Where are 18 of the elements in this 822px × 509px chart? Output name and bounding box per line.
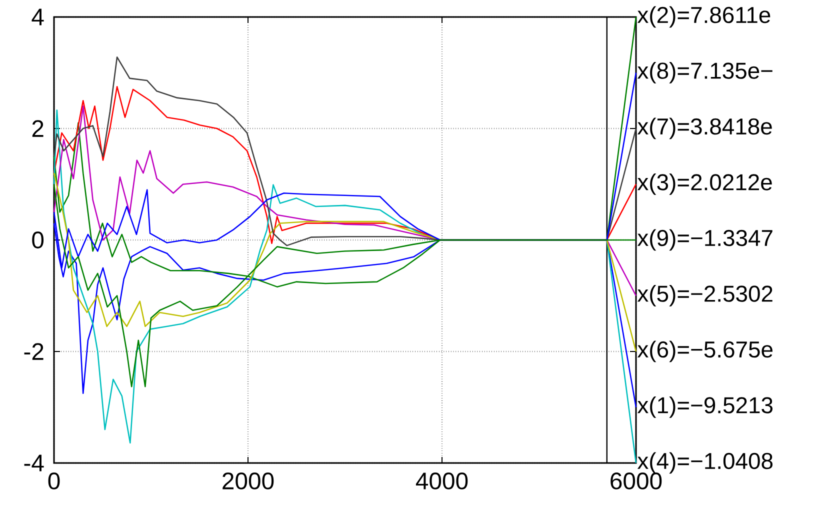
y-tick-label: 4 [32,8,44,26]
y-tick-label: 0 [32,232,44,248]
x-tick-label: 6000 [610,472,662,490]
y-tick-label: -2 [24,343,44,360]
text: x(2)=7.8611e [637,6,770,28]
text: x(4)=−1.0408 [637,452,773,474]
text: x(3)=2.0212e [637,174,772,195]
y-tick-label: 2 [32,120,44,137]
x-tick-label: 0 [48,472,60,490]
text: x(5)=−2.5302 [637,285,772,306]
text: x(1)=−9.5213 [637,396,772,418]
x-tick-label: 4000 [416,472,468,490]
text: x(7)=3.8418e [637,118,772,140]
x-tick-label: 2000 [222,472,274,490]
text: x(6)=−5.675e [637,340,772,362]
text: x(8)=7.135e− [637,62,772,84]
y-tick-label: -4 [24,454,44,472]
text: x(9)=−1.3347 [637,229,772,251]
